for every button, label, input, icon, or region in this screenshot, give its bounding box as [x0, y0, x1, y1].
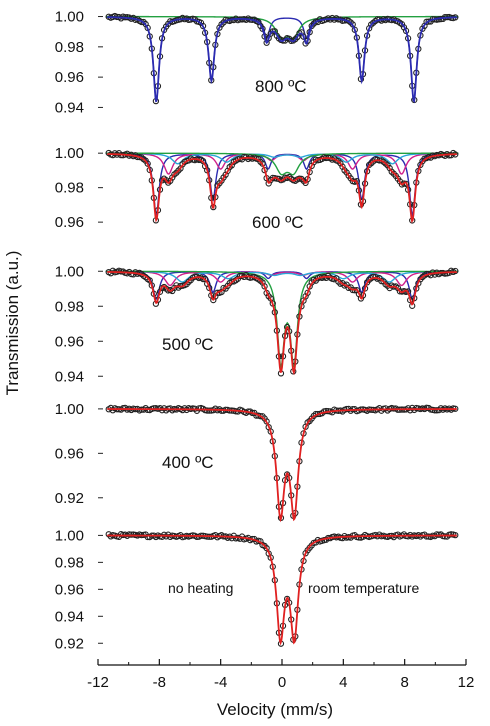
panel-label: 600 ºC — [252, 213, 304, 232]
data-point — [146, 277, 153, 284]
panel-label: 400 ºC — [162, 453, 214, 472]
panel-rt: 1.00 0.98 0.96 0.94 0.92 no heating room tempe… — [55, 527, 459, 652]
y-tick-label: 0.96 — [55, 333, 84, 350]
y-tick-label: 1.00 — [55, 263, 84, 280]
y-tick-label: 0.96 — [55, 445, 84, 462]
panel-600: 1.00 0.98 0.96 600 ºC — [55, 145, 459, 232]
y-tick-label: 0.96 — [55, 581, 84, 598]
y-tick-label: 1.00 — [55, 527, 84, 544]
data-point — [261, 283, 268, 290]
x-axis-title: Velocity (mm/s) — [217, 700, 333, 719]
data-point — [144, 160, 151, 167]
subspectrum-green — [105, 15, 459, 41]
panel-label: 500 ºC — [162, 335, 214, 354]
data-point — [431, 407, 438, 414]
data-point — [214, 289, 221, 296]
data-point — [206, 407, 213, 414]
y-tick-label: 0.96 — [55, 214, 84, 231]
subspectrum-cyan — [105, 270, 459, 283]
y-tick-label: 0.98 — [55, 554, 84, 571]
y-tick-label: 0.94 — [55, 368, 84, 385]
data-point — [269, 28, 276, 35]
subspectrum-cyan — [105, 152, 459, 165]
y-tick-label: 0.98 — [55, 39, 84, 56]
y-tick-label: 0.96 — [55, 69, 84, 86]
y-axis-title: Transmission (a.u.) — [3, 251, 22, 396]
y-tick-label: 0.98 — [55, 180, 84, 197]
data-point — [204, 407, 211, 414]
x-tick-label: 8 — [400, 674, 408, 691]
panel-label-right: room temperature — [308, 580, 419, 596]
x-tick-label: 0 — [278, 674, 286, 691]
y-tick-label: 0.94 — [55, 99, 84, 116]
subspectrum-green — [105, 152, 459, 176]
total-fit-curve — [107, 153, 457, 224]
x-axis: -12 -8 -4 0 4 8 12 — [87, 659, 474, 691]
x-tick-label: -4 — [214, 674, 227, 691]
y-tick-label: 0.92 — [55, 635, 84, 652]
data-point — [228, 278, 235, 285]
total-fit-curve — [107, 16, 457, 104]
data-point — [304, 289, 311, 296]
data-point — [355, 534, 363, 541]
x-tick-label: -8 — [153, 674, 166, 691]
data-point — [128, 531, 135, 538]
y-tick-label: 0.98 — [55, 298, 84, 315]
y-tick-label: 0.94 — [55, 608, 84, 625]
panel-400: 1.00 0.96 0.92 400 ºC — [55, 401, 459, 523]
data-point — [144, 533, 151, 541]
x-tick-label: 12 — [458, 674, 475, 691]
y-tick-label: 1.00 — [55, 145, 84, 162]
y-tick-label: 1.00 — [55, 401, 84, 418]
data-point — [263, 545, 270, 552]
panel-label: 800 ºC — [255, 77, 307, 96]
total-fit-curve — [107, 534, 457, 646]
x-tick-label: 4 — [339, 674, 347, 691]
panel-label: no heating — [168, 580, 233, 596]
panels-layer: 1.00 0.98 0.96 0.94 800 ºC 1.00 0.98 0.96 600 ºC… — [55, 9, 459, 652]
total-fit-curve — [107, 408, 457, 523]
data-point — [452, 267, 459, 275]
total-fit-curve — [107, 271, 457, 376]
panel-500: 1.00 0.98 0.96 0.94 500 ºC — [55, 263, 459, 385]
y-tick-label: 1.00 — [55, 9, 84, 26]
panel-800: 1.00 0.98 0.96 0.94 800 ºC — [55, 9, 459, 116]
subspectrum-magenta — [105, 270, 459, 287]
subspectrum-magenta — [105, 152, 459, 175]
x-tick-label: -12 — [87, 674, 109, 691]
subspectrum-green — [105, 270, 459, 370]
y-tick-label: 0.92 — [55, 490, 84, 507]
